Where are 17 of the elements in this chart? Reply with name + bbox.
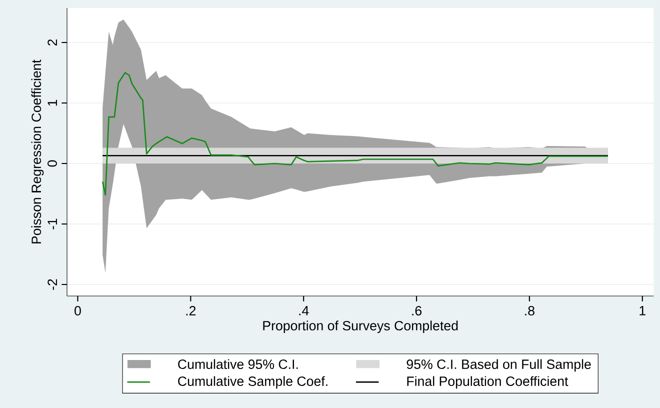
legend-label: Final Population Coefficient bbox=[407, 376, 568, 389]
x-axis-title: Proportion of Surveys Completed bbox=[263, 320, 458, 334]
x-tick-label: .6 bbox=[412, 306, 422, 316]
y-tick-label: 2 bbox=[48, 39, 57, 46]
x-tick-label: 1 bbox=[640, 306, 646, 316]
x-tick-label: .2 bbox=[186, 306, 196, 316]
y-tick-label: 0 bbox=[48, 160, 57, 167]
y-axis-title: Poisson Regression Coefficient bbox=[31, 60, 44, 244]
x-tick-label: .4 bbox=[299, 306, 309, 316]
y-tick-label: -2 bbox=[48, 279, 57, 290]
y-tick-label: -1 bbox=[48, 218, 57, 230]
text: 95% C.I. Based on Full Sample bbox=[406, 359, 591, 372]
x-tick-label: 0 bbox=[74, 306, 81, 316]
x-tick-label: .8 bbox=[525, 306, 534, 316]
y-tick-label: 1 bbox=[48, 100, 57, 106]
text: Cumulative 95% C.I. bbox=[178, 359, 298, 369]
legend-label: Cumulative Sample Coef. bbox=[178, 376, 328, 389]
